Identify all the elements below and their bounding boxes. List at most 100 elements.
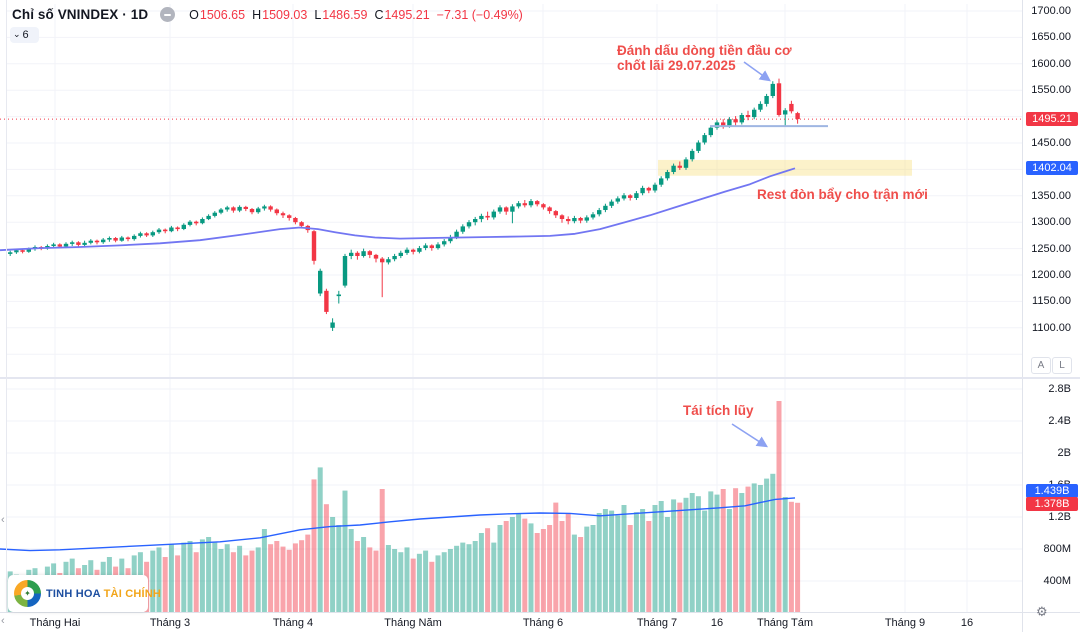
collapse-left-toolbar-icon[interactable]: ‹: [1, 514, 5, 526]
log-scale-button[interactable]: L: [1052, 357, 1072, 374]
candle-body: [311, 231, 317, 261]
candle-body: [690, 150, 695, 160]
time-axis-label: Tháng Tám: [756, 617, 814, 629]
volume-bar: [602, 509, 608, 613]
volume-bar: [212, 542, 218, 613]
candle-body: [274, 209, 279, 214]
volume-bar: [497, 525, 503, 613]
annotation-rest-leverage: Rest đòn bẩy cho trận mới: [757, 187, 928, 202]
volume-bar: [218, 549, 224, 613]
highlight-band: [658, 159, 912, 176]
candle-body: [566, 219, 571, 222]
pane-divider[interactable]: [0, 377, 1080, 379]
candle-body: [156, 229, 162, 233]
candle-body: [169, 227, 174, 232]
candle-body: [280, 213, 286, 216]
volume-tick-label: 800M: [1043, 543, 1071, 555]
candle-body: [504, 207, 509, 212]
volume-bar: [441, 552, 447, 613]
candle-body: [659, 178, 664, 185]
volume-bar: [454, 545, 460, 613]
volume-bar: [361, 537, 367, 613]
volume-bar: [522, 518, 528, 613]
volume-bar: [733, 488, 739, 613]
volume-bar: [224, 544, 230, 613]
axis-settings-gear-icon[interactable]: ⚙: [1036, 604, 1048, 619]
open-label: O: [189, 7, 199, 22]
candle-body: [528, 201, 534, 206]
time-axis-label: 16: [710, 617, 724, 629]
volume-bar: [317, 467, 323, 613]
volume-bar: [187, 541, 193, 613]
volume-bar: [782, 497, 788, 613]
volume-bar: [776, 401, 782, 613]
volume-bar: [640, 509, 646, 613]
volume-bar: [447, 549, 453, 613]
price-tick-label: 1100.00: [1032, 321, 1071, 334]
collapsed-indicators-chip[interactable]: ⌄ 6: [10, 27, 39, 43]
volume-bar: [677, 502, 683, 613]
volume-bar: [559, 521, 565, 613]
logo-text-orange: TÀI CHÍNH: [103, 587, 162, 600]
volume-bar: [373, 550, 379, 613]
hide-legend-icon[interactable]: [160, 7, 176, 22]
chart-legend[interactable]: Chỉ số VNINDEX · 1D O1506.65 H1509.03 L1…: [12, 7, 523, 22]
volume-tick-label: 2.4B: [1048, 415, 1071, 427]
candle-body: [448, 237, 453, 242]
candle-body: [268, 206, 273, 210]
volume-bar: [416, 553, 422, 613]
candle-body: [671, 165, 676, 172]
candle-body: [262, 206, 267, 209]
candle-body: [429, 245, 434, 248]
candle-body: [683, 159, 689, 168]
volume-bar: [590, 525, 596, 613]
candle-body: [194, 221, 199, 224]
candle-body: [466, 222, 472, 227]
volume-bar: [584, 526, 590, 613]
volume-bar: [485, 528, 491, 613]
volume-bar: [249, 550, 255, 613]
candle-body: [634, 193, 639, 198]
candle-body: [386, 259, 391, 263]
candle-body: [770, 83, 775, 96]
auto-scale-button[interactable]: A: [1031, 357, 1051, 374]
volume-bar: [323, 504, 329, 613]
price-tick-label: 1250.00: [1031, 242, 1071, 255]
price-tick-label: 1200.00: [1031, 269, 1071, 281]
candle-body: [454, 231, 459, 237]
volume-bar: [503, 521, 509, 613]
candle-body: [584, 217, 589, 221]
volume-bar: [175, 555, 181, 613]
candle-body: [733, 119, 738, 123]
candle-body: [132, 235, 137, 240]
volume-bar: [702, 510, 708, 613]
volume-bar: [193, 552, 199, 613]
candle-body: [510, 206, 515, 212]
volume-bar: [429, 561, 435, 613]
volume-bar: [410, 558, 416, 613]
candle-body: [237, 206, 242, 211]
candle-body: [51, 244, 56, 246]
volume-bar: [751, 483, 757, 613]
candle-body: [516, 203, 521, 207]
candle-body: [380, 258, 385, 263]
candle-body: [175, 227, 180, 230]
candle-body: [572, 218, 577, 222]
time-axis-label: Tháng 9: [884, 617, 926, 629]
candle-body: [113, 238, 118, 241]
candle-body: [336, 294, 341, 297]
candle-body: [225, 207, 230, 210]
volume-bar: [745, 486, 751, 613]
candle-body: [367, 251, 372, 255]
scroll-left-axis-icon[interactable]: ‹: [1, 615, 5, 627]
volume-bar: [509, 517, 515, 613]
candle-body: [640, 187, 645, 194]
symbol-title[interactable]: Chỉ số VNINDEX · 1D: [12, 7, 149, 22]
volume-bar: [460, 542, 466, 613]
price-ma-line: [0, 167, 796, 252]
candle-body: [138, 233, 143, 236]
candle-body: [423, 245, 428, 248]
volume-bar: [720, 489, 726, 613]
